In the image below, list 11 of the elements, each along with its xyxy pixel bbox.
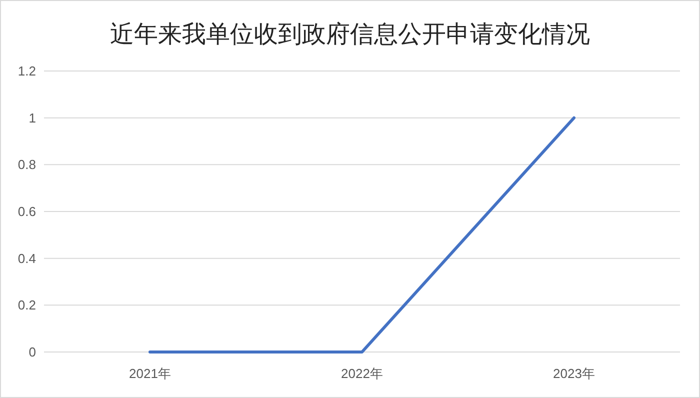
- y-tick-label: 0.8: [18, 157, 36, 172]
- y-tick-label: 0: [28, 344, 36, 360]
- y-tick-label: 1.2: [18, 64, 36, 79]
- y-tick-label: 1: [28, 110, 36, 126]
- chart-title: 近年来我单位收到政府信息公开申请变化情况: [110, 20, 590, 48]
- x-tick-label: 2023年: [553, 366, 595, 381]
- y-tick-label: 0.2: [18, 298, 36, 313]
- y-tick-label: 0.4: [18, 250, 36, 266]
- x-tick-label: 2021年: [129, 366, 171, 381]
- x-tick-label: 2022年: [341, 366, 383, 381]
- y-tick-label: 0.6: [18, 204, 36, 220]
